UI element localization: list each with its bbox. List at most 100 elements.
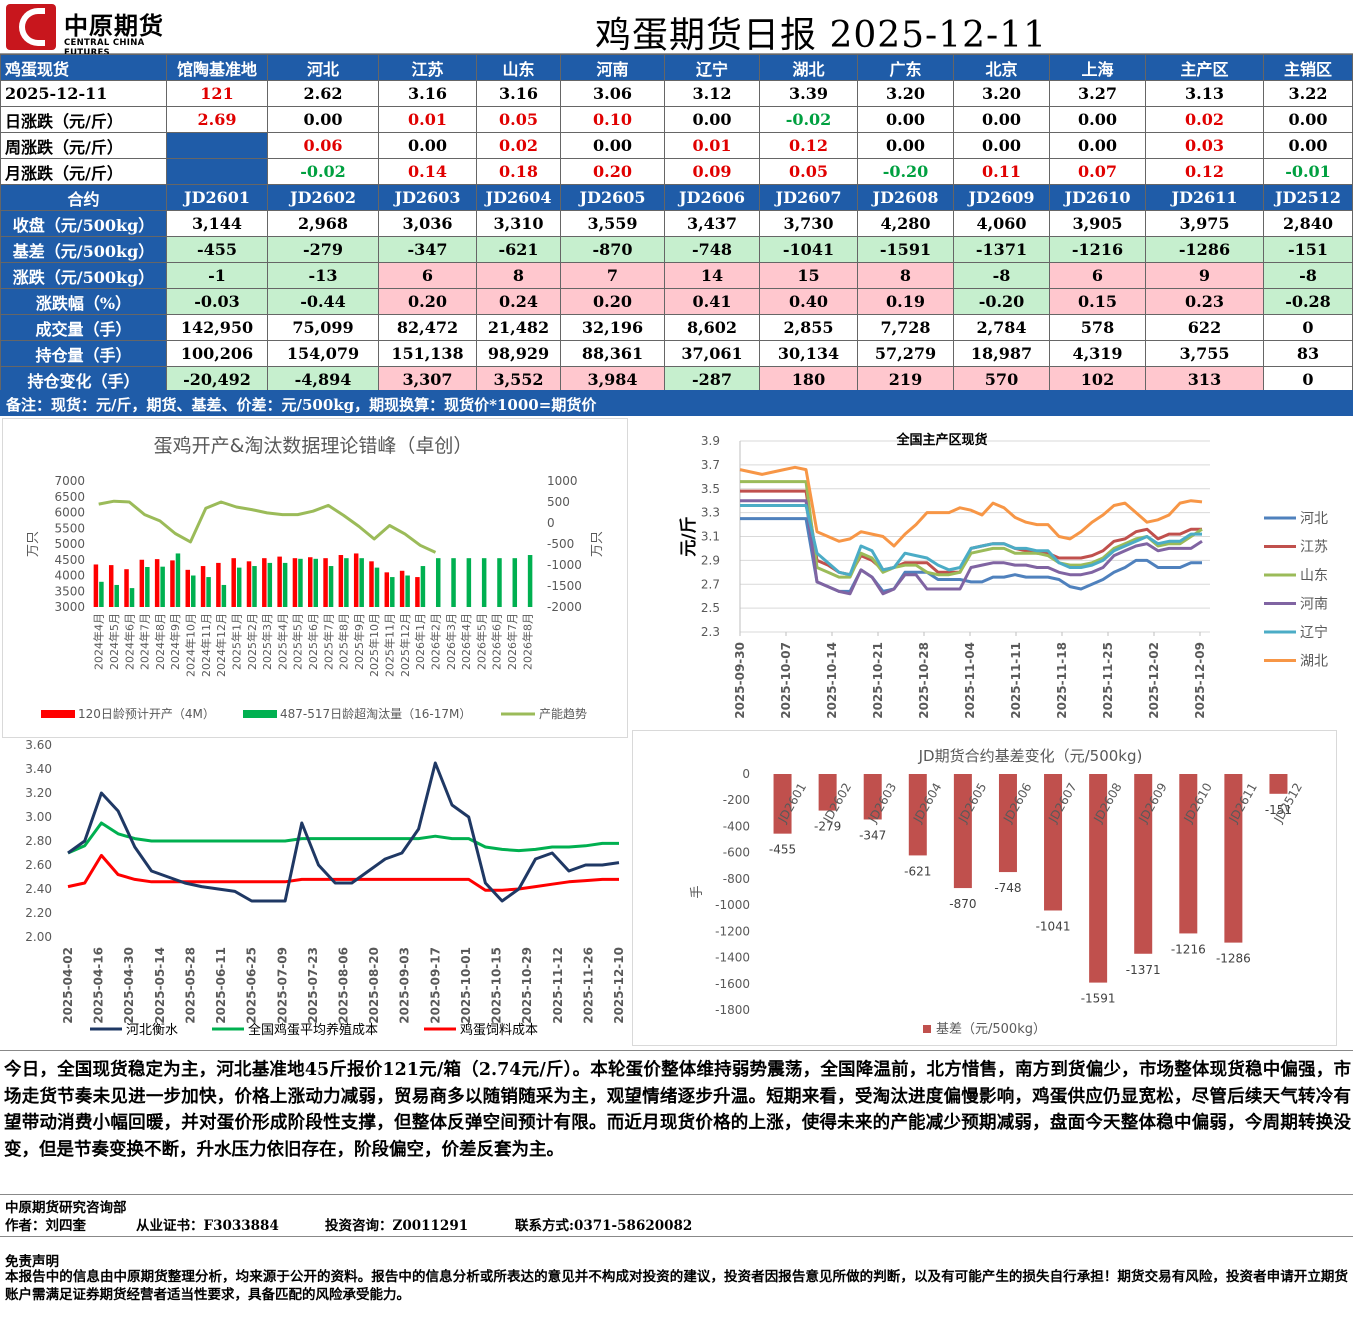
futures-cell: 313 (1145, 366, 1264, 393)
spot-cell: 0.07 (1049, 158, 1146, 185)
futures-row-label: 涨跌幅（%） (0, 288, 167, 315)
contract-header: JD2610 (1049, 184, 1146, 211)
spot-cell: 0.03 (1145, 132, 1264, 159)
x-tick-label: 2024年5月 (107, 613, 121, 670)
bar-culled (451, 558, 456, 607)
y-axis-title: 元/斤 (679, 516, 699, 556)
y-tick-label: 2.3 (701, 625, 720, 639)
bar-onset (369, 561, 374, 607)
x-tick-label: 2025年11月 (383, 613, 397, 677)
x-tick-label: 2025-08-20 (367, 947, 381, 1024)
report-title: 鸡蛋期货日报 2025-12-11 (595, 15, 1048, 56)
bar-culled (420, 566, 426, 607)
basis-bar (1089, 774, 1108, 983)
legend-label: 鸡蛋饲料成本 (460, 1022, 538, 1038)
x-tick-label: 2026年6月 (490, 613, 504, 670)
futures-cell: -0.44 (267, 288, 379, 315)
basis-bar (1179, 774, 1198, 934)
legend-label: 河南 (1300, 597, 1328, 613)
bar-culled (374, 567, 380, 607)
bar-onset (399, 570, 405, 607)
legend-swatch (41, 710, 75, 718)
legend-swatch (923, 1025, 931, 1033)
series-line-0 (67, 761, 620, 903)
futures-row-label: 持仓变化（手） (0, 366, 167, 393)
x-tick-label: 2025-11-18 (1055, 642, 1069, 719)
bar-culled (344, 558, 349, 607)
futures-cell: 3,984 (560, 366, 665, 393)
futures-cell: 0.41 (664, 288, 760, 315)
bar-onset (124, 569, 129, 607)
bar-culled (313, 558, 318, 607)
futures-cell: 0 (1263, 366, 1353, 393)
y-tick-label: -1200 (715, 924, 750, 938)
x-tick-label: 2025-10-07 (779, 642, 793, 719)
x-tick-label: 2025-04-30 (122, 947, 136, 1024)
futures-cell: 2,840 (1263, 210, 1353, 237)
spot-header-label: 鸡蛋现货 (0, 54, 167, 81)
market-analysis: 今日，全国现货稳定为主，河北基准地45斤报价121元/箱（2.74元/斤）。本轮… (0, 1050, 1353, 1195)
futures-cell: 2,784 (953, 314, 1050, 341)
company-logo: 中原期货 CENTRAL CHINA FUTURES (6, 4, 192, 58)
futures-cell: 6 (378, 262, 477, 289)
spot-cell: 0.00 (857, 106, 954, 133)
spot-cell: 0.10 (560, 106, 665, 133)
series-line-5 (739, 465, 1203, 548)
bar-culled (252, 566, 257, 607)
futures-cell: 9 (1145, 262, 1264, 289)
bar-culled (99, 581, 104, 607)
futures-row: 成交量（手） 142,950 75,099 82,472 21,482 32,196 8,6… (0, 314, 1353, 341)
report-header: 中原期货 CENTRAL CHINA FUTURES 鸡蛋期货日报 2025-1… (0, 0, 1353, 58)
x-tick-label: 2025-10-01 (459, 947, 473, 1024)
y-axis-title: 万只 (26, 531, 41, 557)
bar-culled (191, 575, 196, 607)
series-line-2 (67, 853, 619, 892)
futures-cell: -0.20 (953, 288, 1050, 315)
legend-label: 河北衡水 (126, 1023, 178, 1038)
x-tick-label: 2025-11-11 (1009, 642, 1023, 719)
spot-cell: 3.16 (378, 80, 477, 107)
futures-cell: -20,492 (166, 366, 268, 393)
data-label: -621 (904, 864, 931, 878)
futures-cell: 3,905 (1049, 210, 1146, 237)
spot-region-header: 山东 (476, 54, 561, 81)
y-tick-label: 3.60 (25, 738, 52, 752)
y-tick-label: 2.40 (25, 882, 52, 896)
futures-cell: 3,144 (166, 210, 268, 237)
contract-header: JD2601 (166, 184, 268, 211)
futures-cell: -279 (267, 236, 379, 263)
spot-row: 2025-12-11 121 2.62 3.16 3.16 3.06 3.12 3.39 3.2… (0, 80, 1353, 107)
x-tick-label: 2025-05-28 (183, 947, 197, 1024)
x-tick-label: 2026年1月 (413, 613, 427, 670)
spot-region-header: 主产区 (1145, 54, 1264, 81)
bar-culled (298, 558, 303, 607)
bar-culled (282, 562, 288, 607)
spot-cell: 0.00 (1049, 132, 1146, 159)
futures-cell: 4,280 (857, 210, 954, 237)
futures-header-label: 合约 (0, 184, 167, 211)
spot-cell: 0.00 (1263, 132, 1353, 159)
spot-cell: 0.09 (664, 158, 760, 185)
contract-header: JD2605 (560, 184, 665, 211)
spot-region-header: 辽宁 (664, 54, 760, 81)
market-data-table: 鸡蛋现货 馆陶基准地 河北 江苏 山东 河南 辽宁 湖北 广东 北京 上海 主产区 主销区 2025-12… (0, 54, 1353, 393)
spot-cell: 0.00 (857, 132, 954, 159)
x-tick-label: 2025-06-11 (214, 947, 228, 1024)
data-label: -748 (994, 881, 1021, 895)
futures-cell: -13 (267, 262, 379, 289)
y2-tick-label: -1000 (547, 558, 582, 572)
y2-tick-label: -500 (547, 537, 574, 551)
futures-cell: 32,196 (560, 314, 665, 341)
spot-cell: 0.01 (378, 106, 477, 133)
y-tick-label: 3.9 (701, 434, 720, 448)
y-tick-label: 3500 (54, 584, 85, 598)
futures-row: 持仓量（手） 100,206 154,079 151,138 98,929 88,361 3… (0, 340, 1353, 367)
spot-cell: 2.69 (166, 106, 268, 133)
bar-onset (262, 558, 267, 607)
futures-cell: 3,730 (759, 210, 858, 237)
y2-tick-label: -1500 (547, 579, 582, 593)
x-tick-label: 2026年4月 (459, 613, 473, 670)
futures-cell: -1371 (953, 236, 1050, 263)
contract-header: JD2609 (953, 184, 1050, 211)
spot-cell: 0.00 (953, 132, 1050, 159)
